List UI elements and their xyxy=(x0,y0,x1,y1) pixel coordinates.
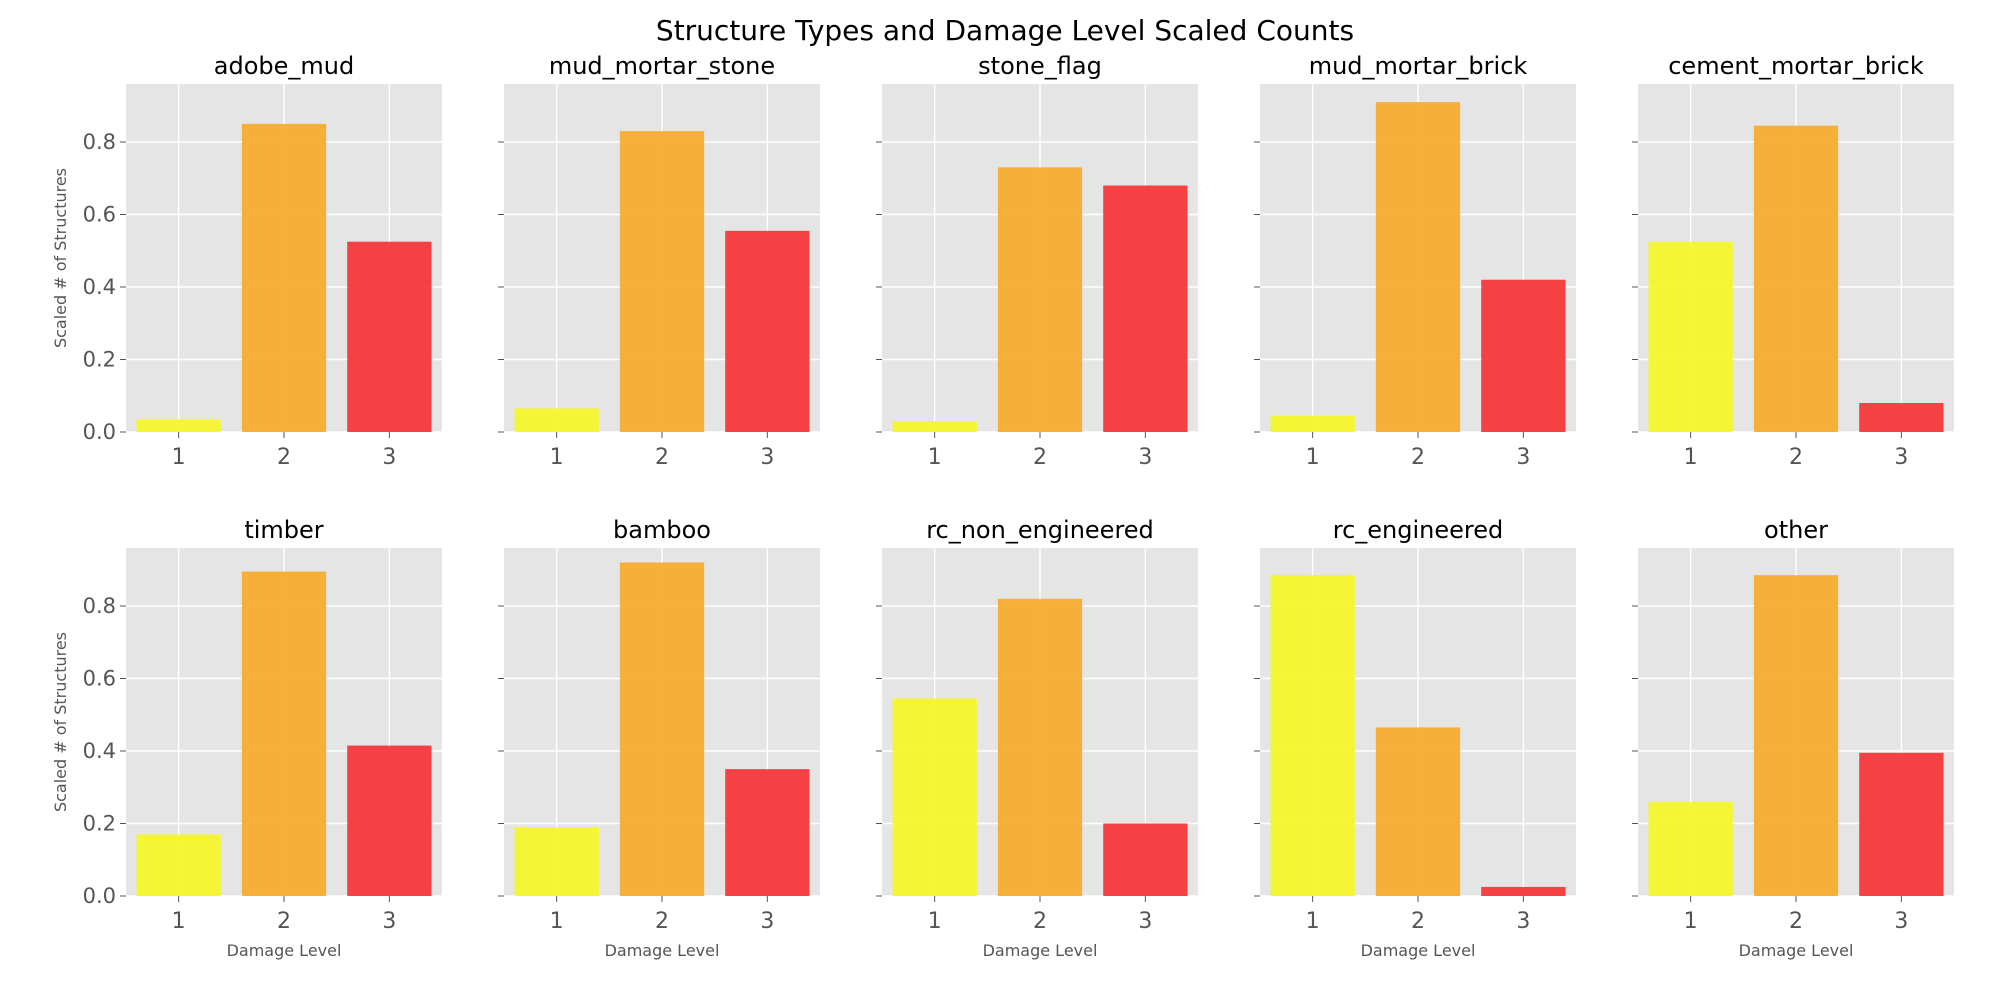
bar-damage-3 xyxy=(347,745,432,896)
bar-damage-3 xyxy=(347,241,432,432)
x-tick-label: 3 xyxy=(382,909,396,934)
x-tick-label: 3 xyxy=(1516,445,1530,470)
bar-damage-2 xyxy=(619,562,705,896)
panel-title: timber xyxy=(244,516,323,544)
x-axis-label: Damage Level xyxy=(1361,941,1476,960)
x-axis-label: Damage Level xyxy=(227,941,342,960)
panel-title: stone_flag xyxy=(978,52,1102,80)
bar-damage-3 xyxy=(1859,752,1944,896)
bar-damage-2 xyxy=(241,123,327,432)
y-axis-label: Scaled # of Structures xyxy=(51,168,70,348)
y-axis-label: Scaled # of Structures xyxy=(51,632,70,812)
bar-damage-1 xyxy=(1270,415,1355,432)
bar-damage-1 xyxy=(1648,801,1733,896)
bar-damage-3 xyxy=(1103,823,1188,896)
bar-damage-1 xyxy=(892,421,977,432)
bar-damage-1 xyxy=(1648,241,1733,432)
bar-damage-1 xyxy=(892,698,977,896)
bar-damage-3 xyxy=(725,230,810,432)
panel-title: mud_mortar_brick xyxy=(1309,52,1528,80)
x-tick-label: 3 xyxy=(1894,445,1908,470)
bar-damage-1 xyxy=(514,827,599,896)
y-tick-label: 0.0 xyxy=(83,420,116,444)
panel-title: adobe_mud xyxy=(214,52,354,80)
bar-damage-3 xyxy=(1859,403,1944,432)
bar-damage-1 xyxy=(1270,575,1355,896)
x-tick-label: 2 xyxy=(1789,909,1803,934)
bar-damage-2 xyxy=(1753,575,1839,896)
bar-damage-3 xyxy=(1481,279,1566,432)
bar-damage-2 xyxy=(997,167,1083,432)
x-tick-label: 2 xyxy=(655,445,669,470)
x-tick-label: 1 xyxy=(172,909,186,934)
y-tick-label: 0.2 xyxy=(83,348,116,372)
x-tick-label: 3 xyxy=(1138,445,1152,470)
x-tick-label: 2 xyxy=(1411,445,1425,470)
x-tick-label: 2 xyxy=(655,909,669,934)
x-tick-label: 2 xyxy=(1789,445,1803,470)
bar-damage-2 xyxy=(1375,102,1461,432)
x-tick-label: 1 xyxy=(928,909,942,934)
y-tick-label: 0.4 xyxy=(83,275,116,299)
x-tick-label: 3 xyxy=(1516,909,1530,934)
chart-title: Structure Types and Damage Level Scaled … xyxy=(656,14,1354,47)
x-tick-label: 3 xyxy=(1894,909,1908,934)
x-tick-label: 1 xyxy=(172,445,186,470)
y-tick-label: 0.6 xyxy=(83,203,116,227)
bar-damage-2 xyxy=(997,598,1083,896)
bar-damage-1 xyxy=(136,419,221,432)
x-tick-label: 3 xyxy=(1138,909,1152,934)
panel-title: cement_mortar_brick xyxy=(1668,52,1924,80)
y-tick-label: 0.8 xyxy=(83,594,116,618)
x-tick-label: 1 xyxy=(1306,445,1320,470)
bar-damage-3 xyxy=(1103,185,1188,432)
y-tick-label: 0.2 xyxy=(83,812,116,836)
x-tick-label: 1 xyxy=(1306,909,1320,934)
x-tick-label: 1 xyxy=(550,909,564,934)
x-tick-label: 1 xyxy=(928,445,942,470)
x-tick-label: 3 xyxy=(760,909,774,934)
panel-title: bamboo xyxy=(613,516,711,544)
x-tick-label: 2 xyxy=(277,445,291,470)
x-axis-label: Damage Level xyxy=(605,941,720,960)
y-tick-label: 0.0 xyxy=(83,884,116,908)
x-tick-label: 2 xyxy=(1033,909,1047,934)
x-tick-label: 2 xyxy=(277,909,291,934)
x-tick-label: 3 xyxy=(382,445,396,470)
x-tick-label: 1 xyxy=(1684,445,1698,470)
bar-damage-2 xyxy=(619,131,705,432)
bar-damage-1 xyxy=(136,834,221,896)
x-tick-label: 3 xyxy=(760,445,774,470)
x-axis-label: Damage Level xyxy=(1739,941,1854,960)
bar-damage-1 xyxy=(514,408,599,432)
bar-damage-2 xyxy=(1375,727,1461,896)
bar-damage-2 xyxy=(1753,125,1839,432)
y-tick-label: 0.6 xyxy=(83,667,116,691)
panel-title: rc_non_engineered xyxy=(926,516,1154,544)
panel-title: other xyxy=(1764,516,1828,544)
x-tick-label: 1 xyxy=(550,445,564,470)
y-tick-label: 0.8 xyxy=(83,130,116,154)
x-tick-label: 1 xyxy=(1684,909,1698,934)
bar-damage-3 xyxy=(1481,886,1566,896)
y-tick-label: 0.4 xyxy=(83,739,116,763)
panel-title: rc_engineered xyxy=(1333,516,1504,544)
x-tick-label: 2 xyxy=(1033,445,1047,470)
panel-title: mud_mortar_stone xyxy=(549,52,775,80)
x-axis-label: Damage Level xyxy=(983,941,1098,960)
x-tick-label: 2 xyxy=(1411,909,1425,934)
bar-damage-2 xyxy=(241,571,327,896)
bar-damage-3 xyxy=(725,769,810,896)
